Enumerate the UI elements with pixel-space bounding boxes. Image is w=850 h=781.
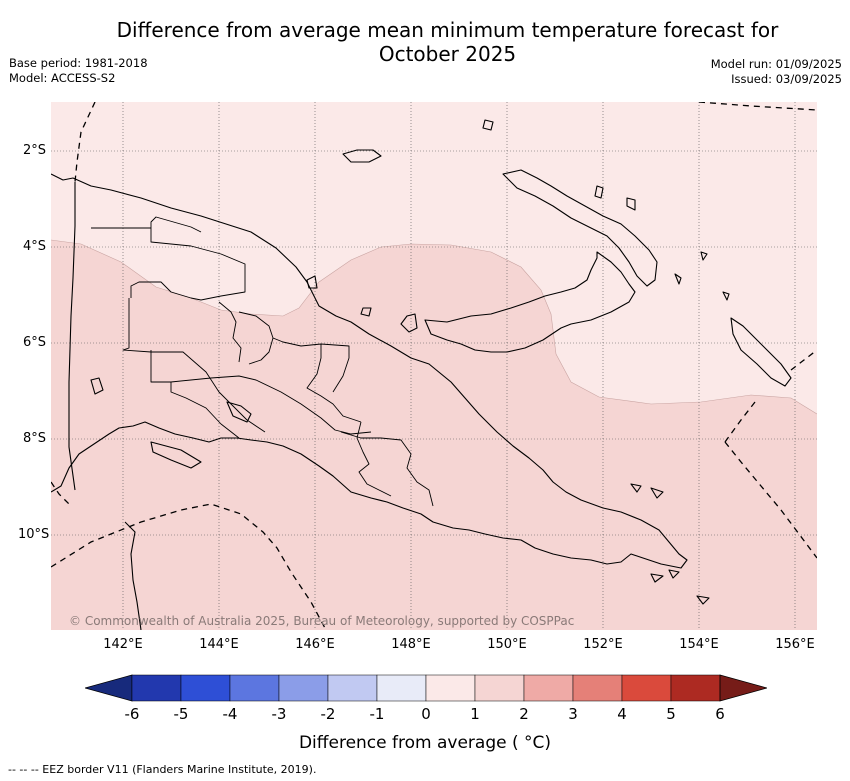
bougainville [730, 317, 792, 387]
png-indonesia-border [68, 182, 76, 491]
lat-label-2s: 2°S [22, 143, 46, 158]
model-run-text: Model run: 01/09/2025 [710, 57, 842, 71]
lat-label-6s: 6°S [22, 335, 46, 350]
lat-label-10s: 10°S [18, 527, 50, 542]
contour-line [51, 239, 817, 415]
colorbar-tick: 3 [568, 705, 578, 723]
base-period-text: Base period: 1981-2018 [9, 56, 148, 70]
colorbar-cell [621, 674, 672, 702]
colorbar-cell [474, 674, 525, 702]
map-svg [51, 102, 817, 630]
new-britain [424, 251, 636, 353]
colorbar-cell [327, 674, 378, 702]
copyright-credit: © Commonwealth of Australia 2025, Bureau… [69, 614, 575, 628]
new-ireland [502, 169, 658, 287]
colorbar-tick: -1 [369, 705, 385, 723]
new-guinea-coast [51, 173, 688, 569]
issued-text: Issued: 03/09/2025 [731, 72, 842, 86]
province-borders [91, 216, 434, 507]
lon-label-144e: 144°E [199, 637, 239, 652]
lon-label-154e: 154°E [679, 637, 719, 652]
lat-label-8s: 8°S [22, 431, 46, 446]
cape-york [124, 521, 142, 630]
islands [90, 119, 730, 605]
colorbar-cell [229, 674, 280, 702]
colorbar-tick: 0 [421, 705, 431, 723]
lon-label-152e: 152°E [583, 637, 623, 652]
colorbar-tick: -5 [173, 705, 189, 723]
colorbar-label: Difference from average ( °C) [298, 733, 552, 753]
colorbar-tick: 6 [715, 705, 725, 723]
colorbar-cell [376, 674, 427, 702]
lon-label-142e: 142°E [103, 637, 143, 652]
model-info: Base period: 1981-2018 Model: ACCESS-S2 [9, 56, 148, 86]
lon-label-148e: 148°E [391, 637, 431, 652]
model-text: Model: ACCESS-S2 [9, 71, 116, 85]
colorbar-tick: -2 [320, 705, 336, 723]
anomaly-field-dark [51, 240, 817, 630]
coastlines [51, 119, 792, 630]
eez-borders [51, 102, 817, 630]
colorbar [85, 674, 767, 702]
eez-legend: -- -- -- EEZ border V11 (Flanders Marine… [8, 763, 317, 776]
colorbar-extend-low [85, 674, 133, 702]
colorbar-cell [180, 674, 231, 702]
map-title: Difference from average mean minimum tem… [116, 18, 779, 66]
colorbar-extend-high [719, 674, 767, 702]
lon-label-146e: 146°E [295, 637, 335, 652]
map-panel [51, 102, 817, 630]
lon-label-156e: 156°E [775, 637, 815, 652]
manus-island [342, 149, 382, 163]
colorbar-cell [523, 674, 574, 702]
lat-label-4s: 4°S [22, 239, 46, 254]
colorbar-tick: 5 [666, 705, 676, 723]
colorbar-tick: -4 [222, 705, 238, 723]
colorbar-tick: 2 [519, 705, 529, 723]
colorbar-cell [670, 674, 721, 702]
colorbar-tick: -6 [124, 705, 140, 723]
colorbar-cell [278, 674, 329, 702]
lon-label-150e: 150°E [487, 637, 527, 652]
colorbar-tick: 1 [470, 705, 480, 723]
colorbar-cell [131, 674, 182, 702]
colorbar-cell [425, 674, 476, 702]
colorbar-cell [572, 674, 623, 702]
colorbar-tick: -3 [271, 705, 287, 723]
colorbar-tick: 4 [617, 705, 627, 723]
run-info: Model run: 01/09/2025 Issued: 03/09/2025 [711, 57, 842, 87]
